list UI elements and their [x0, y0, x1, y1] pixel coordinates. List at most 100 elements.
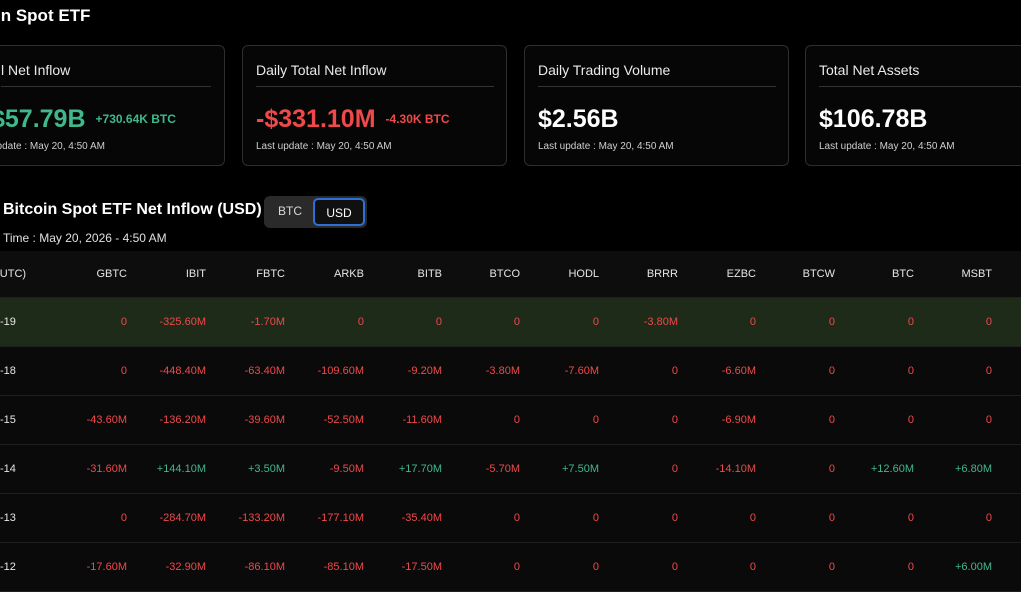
row-date: 6-05-14: [0, 463, 16, 475]
flow-cell-brrr: 0: [671, 463, 678, 475]
card-divider: [538, 86, 776, 87]
card-value: $2.56B: [538, 105, 619, 133]
card-btc-value: -4.30K BTC: [385, 112, 450, 126]
column-header-msbt[interactable]: MSBT: [961, 268, 992, 280]
flow-cell-btcw: 0: [828, 414, 835, 426]
flow-cell-msbt: +6.00M: [955, 561, 992, 573]
flow-cell-btco: -3.80M: [485, 365, 520, 377]
flow-cell-btc: 0: [907, 512, 914, 524]
flow-cell-ezbc: -6.60M: [721, 365, 756, 377]
flow-cell-hodl: -7.60M: [564, 365, 599, 377]
flow-cell-btco: 0: [513, 561, 520, 573]
daily-total-net-inflow-card: Daily Total Net Inflow -$331.10M -4.30K …: [242, 45, 507, 166]
flow-cell-gbtc: 0: [120, 316, 127, 328]
card-last-update: Last update : May 20, 4:50 AM: [538, 141, 674, 152]
flow-cell-fbtc: +3.50M: [248, 463, 285, 475]
flow-cell-hodl: 0: [592, 316, 599, 328]
row-date: 6-05-13: [0, 512, 16, 524]
toggle-usd-option[interactable]: USD: [313, 198, 365, 226]
column-header-gbtc[interactable]: GBTC: [96, 268, 127, 280]
table-row: 6-05-13 0 -284.70M -133.20M -177.10M -35.40M 0…: [0, 494, 1021, 543]
total-net-inflow-card: l Net Inflow $57.79B +730.64K BTC update…: [0, 45, 225, 166]
section-title: Bitcoin Spot ETF Net Inflow (USD): [3, 201, 262, 218]
card-value-row: -$331.10M -4.30K BTC: [256, 105, 450, 134]
card-last-update: Last update : May 20, 4:50 AM: [819, 141, 955, 152]
flow-cell-btc: 0: [907, 561, 914, 573]
table-row: 6-05-14 -31.60M +144.10M +3.50M -9.50M +17.70…: [0, 445, 1021, 494]
flow-cell-arkb: -85.10M: [323, 561, 364, 573]
flow-cell-msbt: +6.80M: [955, 463, 992, 475]
column-header-btco[interactable]: BTCO: [489, 268, 520, 280]
flow-cell-arkb: 0: [357, 316, 364, 328]
flow-cell-brrr: 0: [671, 561, 678, 573]
flow-cell-gbtc: -31.60M: [86, 463, 127, 475]
flow-cell-bitb: +17.70M: [398, 463, 442, 475]
flow-cell-ibit: -136.20M: [159, 414, 206, 426]
flow-cell-arkb: -52.50M: [323, 414, 364, 426]
column-header-bitb[interactable]: BITB: [417, 268, 442, 280]
flow-cell-gbtc: 0: [120, 365, 127, 377]
card-divider: [1, 86, 211, 87]
flow-cell-fbtc: -63.40M: [244, 365, 285, 377]
flow-cell-btc: 0: [907, 365, 914, 377]
total-net-assets-card: Total Net Assets $106.78B Last update : …: [805, 45, 1021, 166]
column-header-btcw[interactable]: BTCW: [802, 268, 835, 280]
card-title: Daily Total Net Inflow: [256, 62, 387, 78]
flow-cell-msbt: 0: [985, 512, 992, 524]
column-header-ezbc[interactable]: EZBC: [726, 268, 756, 280]
table-row: 6-05-15 -43.60M -136.20M -39.60M -52.50M -11.…: [0, 396, 1021, 445]
table-row: 6-05-12 -17.60M -32.90M -86.10M -85.10M -17.5…: [0, 543, 1021, 592]
column-header-date[interactable]: e(UTC): [0, 268, 27, 280]
flow-cell-btcw: 0: [828, 561, 835, 573]
flow-cell-fbtc: -39.60M: [244, 414, 285, 426]
card-last-update: update : May 20, 4:50 AM: [0, 141, 105, 152]
row-date: 6-05-12: [0, 561, 16, 573]
flow-cell-arkb: -9.50M: [329, 463, 364, 475]
flow-cell-btc: +12.60M: [870, 463, 914, 475]
flow-cell-ezbc: -14.10M: [715, 463, 756, 475]
flow-cell-fbtc: -86.10M: [244, 561, 285, 573]
flow-cell-fbtc: -1.70M: [250, 316, 285, 328]
table-header-row: e(UTC) GBTC IBIT FBTC ARKB BITB BTCO HODL BRRR EZ…: [0, 251, 1021, 298]
card-title: Daily Trading Volume: [538, 62, 671, 78]
flow-cell-gbtc: 0: [120, 512, 127, 524]
currency-toggle[interactable]: BTC USD: [264, 196, 367, 228]
flow-cell-brrr: 0: [671, 512, 678, 524]
flow-cell-msbt: 0: [985, 365, 992, 377]
flow-cell-ezbc: -6.90M: [721, 414, 756, 426]
flow-cell-hodl: 0: [592, 414, 599, 426]
column-header-arkb[interactable]: ARKB: [334, 268, 364, 280]
flow-cell-gbtc: -43.60M: [86, 414, 127, 426]
column-header-hodl[interactable]: HODL: [568, 268, 599, 280]
flow-cell-ibit: -448.40M: [159, 365, 206, 377]
row-date: 6-05-15: [0, 414, 16, 426]
flow-cell-ezbc: 0: [749, 316, 756, 328]
column-header-brrr[interactable]: BRRR: [646, 268, 678, 280]
flow-cell-msbt: 0: [985, 316, 992, 328]
card-value: $106.78B: [819, 105, 928, 133]
column-header-btc[interactable]: BTC: [892, 268, 914, 280]
daily-trading-volume-card: Daily Trading Volume $2.56B Last update …: [524, 45, 789, 166]
flow-cell-btcw: 0: [828, 365, 835, 377]
card-title: Total Net Assets: [819, 62, 920, 78]
flow-cell-btcw: 0: [828, 463, 835, 475]
card-value-row: $106.78B: [819, 105, 927, 134]
flow-cell-bitb: 0: [435, 316, 442, 328]
row-date: 6-05-19: [0, 316, 16, 328]
column-header-fbtc[interactable]: FBTC: [256, 268, 285, 280]
column-header-ibit[interactable]: IBIT: [185, 268, 206, 280]
flow-cell-bitb: -35.40M: [401, 512, 442, 524]
flow-cell-btco: 0: [513, 316, 520, 328]
card-value-row: $57.79B +730.64K BTC: [0, 105, 176, 134]
flow-cell-arkb: -177.10M: [317, 512, 364, 524]
page-title: in Spot ETF: [0, 6, 91, 25]
card-btc-value: +730.64K BTC: [95, 112, 176, 126]
flow-cell-bitb: -17.50M: [401, 561, 442, 573]
flow-cell-btcw: 0: [828, 316, 835, 328]
flow-cell-ezbc: 0: [749, 512, 756, 524]
flow-cell-ibit: -284.70M: [159, 512, 206, 524]
flow-cell-bitb: -9.20M: [407, 365, 442, 377]
toggle-btc-option[interactable]: BTC: [278, 204, 302, 218]
update-time: Time : May 20, 2026 - 4:50 AM: [3, 231, 167, 245]
